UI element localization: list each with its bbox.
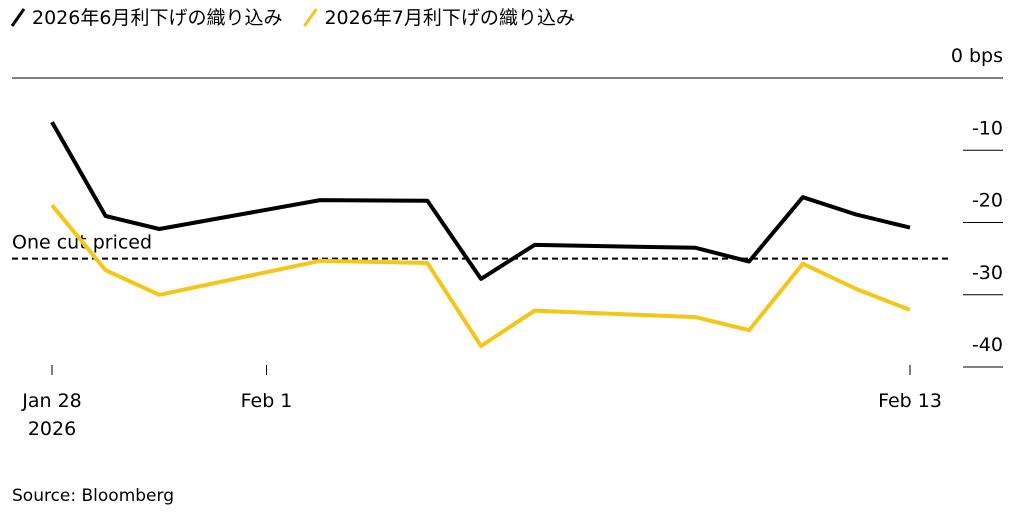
legend-label: 2026年6月利下げの織り込み — [32, 7, 282, 29]
x-tick-label: Feb 1 — [241, 390, 293, 412]
source: Source: Bloomberg — [12, 486, 174, 506]
y-tick-label: -40 — [972, 334, 1003, 356]
y-tick-label: -20 — [972, 190, 1003, 212]
legend-swatch — [303, 8, 318, 27]
x-tick-line: 2026 — [28, 418, 76, 440]
x-tick-label: Jan 28 2026 — [21, 390, 82, 440]
legend-swatch — [10, 8, 26, 27]
y-tick-label: -30 — [972, 262, 1003, 284]
series-line — [50, 121, 911, 281]
x-tick-label: Feb 13 — [878, 390, 942, 412]
x-tick-line: Jan 28 — [21, 390, 82, 412]
y-tick-label: 0 bps — [951, 45, 1003, 67]
y-tick-label: -10 — [972, 117, 1003, 139]
legend-label: 2026年7月利下げの織り込み — [324, 7, 574, 29]
series-line — [50, 203, 911, 348]
